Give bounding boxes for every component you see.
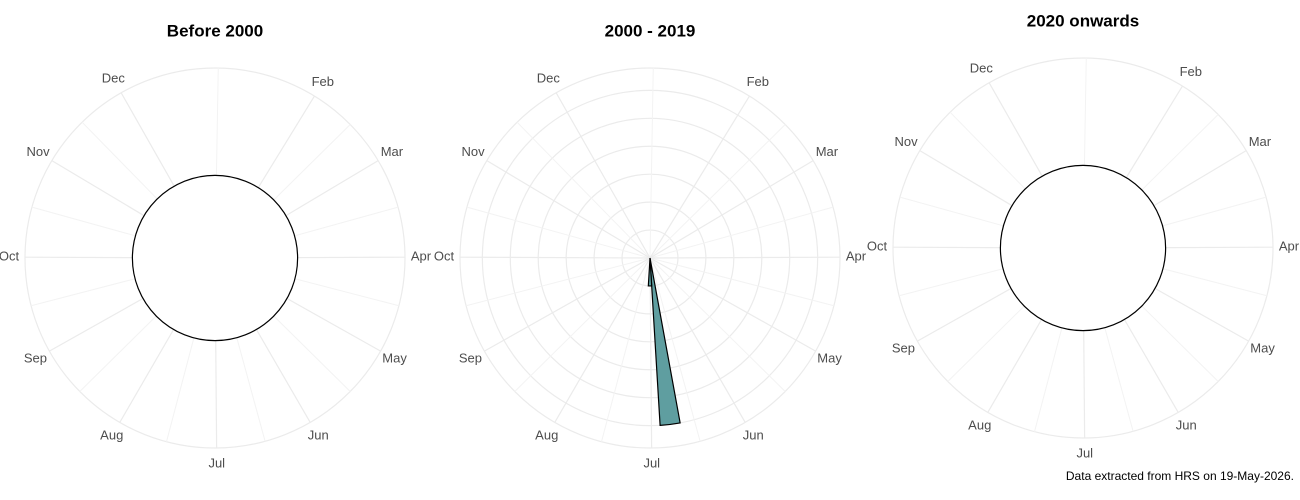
grid-spoke bbox=[649, 257, 653, 448]
x-tick-label: Dec bbox=[970, 60, 994, 75]
grid-spoke bbox=[649, 257, 816, 352]
grid-spoke bbox=[486, 160, 651, 259]
x-tick-label: Feb bbox=[747, 74, 769, 89]
grid-ring bbox=[481, 89, 819, 427]
grid-spoke bbox=[459, 256, 651, 259]
grid-spoke bbox=[554, 257, 651, 423]
bar bbox=[999, 164, 1167, 332]
minor-spoke bbox=[649, 257, 835, 307]
minor-spoke bbox=[649, 257, 701, 442]
x-tick-label: Apr bbox=[411, 249, 432, 264]
x-tick-label: Mar bbox=[816, 144, 839, 159]
caption: Data extracted from HRS on 19-May-2026. bbox=[1066, 469, 1294, 483]
x-tick-label: Apr bbox=[846, 249, 867, 264]
grid-spoke bbox=[649, 257, 746, 423]
panel: 2020 onwards Feb Mar Apr May Jun Jul Aug Sep Oct N… bbox=[867, 11, 1300, 460]
x-tick-label: Aug bbox=[100, 428, 123, 443]
x-tick-label: Dec bbox=[102, 70, 126, 85]
x-tick-label: Mar bbox=[1249, 134, 1272, 149]
x-tick-label: Jul bbox=[643, 455, 660, 470]
x-tick-label: Nov bbox=[462, 144, 486, 159]
x-tick-label: Oct bbox=[0, 249, 19, 264]
x-tick-label: Feb bbox=[312, 74, 334, 89]
grid-spoke bbox=[484, 257, 651, 352]
grid-spoke bbox=[649, 256, 841, 259]
panel-border bbox=[459, 67, 841, 449]
minor-spoke bbox=[465, 257, 651, 307]
minor-spoke bbox=[649, 206, 834, 259]
panel-border bbox=[24, 67, 406, 449]
grid-ring bbox=[509, 117, 791, 399]
x-tick-label: Sep bbox=[892, 340, 915, 355]
panel: 2000 - 2019 Feb Mar Apr May Jun Jul Aug Sep Oct No… bbox=[434, 21, 867, 470]
x-tick-label: Jul bbox=[1076, 445, 1093, 460]
x-tick-label: Aug bbox=[535, 428, 558, 443]
minor-spoke bbox=[649, 124, 786, 259]
grid-spoke bbox=[649, 160, 814, 259]
x-tick-label: May bbox=[1250, 340, 1275, 355]
x-tick-label: Sep bbox=[459, 350, 482, 365]
x-tick-label: Nov bbox=[27, 144, 51, 159]
x-tick-label: Mar bbox=[381, 144, 404, 159]
minor-spoke bbox=[466, 206, 651, 259]
minor-spoke bbox=[649, 68, 654, 259]
x-tick-label: Jul bbox=[208, 455, 225, 470]
x-tick-label: Apr bbox=[1279, 239, 1300, 254]
grid-spoke bbox=[555, 92, 651, 259]
x-tick-label: Nov bbox=[895, 134, 919, 149]
minor-spoke bbox=[649, 257, 786, 392]
grid-spoke bbox=[649, 95, 750, 259]
minor-spoke bbox=[516, 121, 651, 259]
minor-spoke bbox=[514, 257, 651, 392]
bar bbox=[647, 257, 653, 287]
x-tick-label: Jun bbox=[743, 428, 764, 443]
x-tick-label: Feb bbox=[1180, 64, 1202, 79]
x-tick-label: May bbox=[382, 350, 407, 365]
x-tick-label: Oct bbox=[434, 249, 455, 264]
panel: Before 2000 Feb Mar Apr May Jun Jul Aug Sep Oct No… bbox=[0, 21, 432, 470]
panel-title: 2000 - 2019 bbox=[605, 21, 696, 40]
x-tick-label: Jun bbox=[1176, 418, 1197, 433]
x-tick-label: Oct bbox=[867, 239, 888, 254]
panel-title: 2020 onwards bbox=[1027, 11, 1139, 30]
panel-title: Before 2000 bbox=[167, 21, 263, 40]
bar bbox=[649, 257, 681, 426]
x-tick-label: Sep bbox=[24, 350, 47, 365]
x-tick-label: Dec bbox=[537, 70, 561, 85]
x-tick-label: Aug bbox=[968, 418, 991, 433]
minor-spoke bbox=[600, 257, 651, 442]
x-tick-label: May bbox=[817, 350, 842, 365]
panel-border bbox=[892, 57, 1274, 439]
x-tick-label: Jun bbox=[308, 428, 329, 443]
bar bbox=[131, 174, 299, 342]
